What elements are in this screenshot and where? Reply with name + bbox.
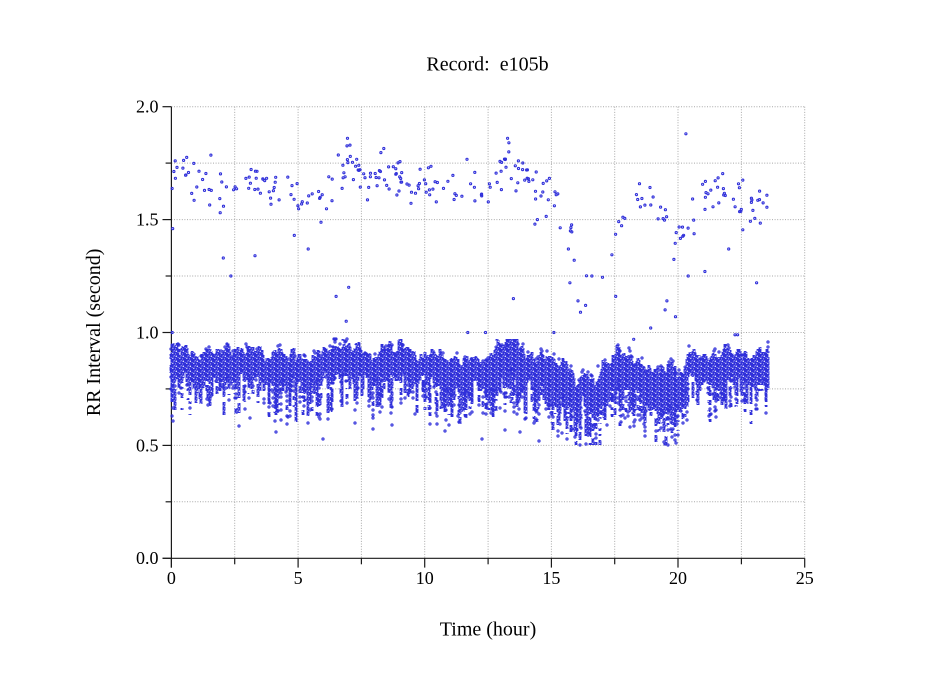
svg-text:0.5: 0.5	[136, 435, 159, 455]
svg-text:Record: e105b: Record: e105b	[426, 54, 548, 76]
svg-text:Time (hour): Time (hour)	[440, 619, 536, 641]
svg-text:5: 5	[294, 568, 303, 588]
svg-text:1.0: 1.0	[136, 322, 159, 342]
svg-text:0.0: 0.0	[136, 548, 159, 568]
svg-text:25: 25	[796, 568, 814, 588]
svg-text:1.5: 1.5	[136, 210, 159, 230]
svg-text:20: 20	[669, 568, 687, 588]
svg-text:15: 15	[542, 568, 560, 588]
svg-text:2.0: 2.0	[136, 97, 159, 117]
svg-text:10: 10	[416, 568, 434, 588]
svg-text:RR Interval (second): RR Interval (second)	[83, 249, 105, 417]
svg-text:0: 0	[167, 568, 176, 588]
